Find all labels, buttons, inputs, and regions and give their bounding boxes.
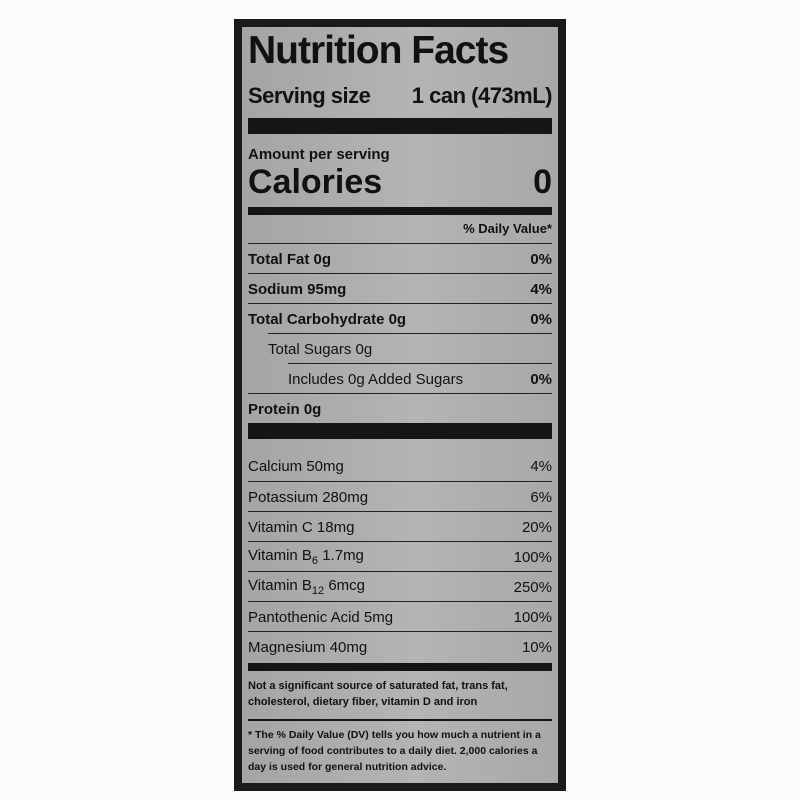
nutrient-row: Sodium 95mg 4%: [248, 273, 552, 304]
vitamin-dv: 4%: [530, 457, 552, 475]
vitamin-row: Vitamin C 18mg 20%: [248, 511, 552, 542]
vitamin-row: Magnesium 40mg 10%: [248, 631, 552, 662]
nutrient-name: Total Sugars 0g: [268, 340, 373, 358]
nutrient-dv: 4%: [530, 280, 552, 298]
footnote: * The % Daily Value (DV) tells you how m…: [248, 729, 541, 773]
vitamin-name: Pantothenic Acid 5mg: [248, 608, 394, 626]
vitamin-dv: 10%: [521, 638, 552, 656]
vitamin-row: Calcium 50mg 4%: [248, 451, 552, 481]
nutrient-row: Total Carbohydrate 0g 0%: [248, 303, 552, 334]
thick-divider: [248, 118, 552, 134]
nutrient-row: Protein 0g: [248, 393, 552, 424]
vitamin-name: Calcium 50mg: [248, 457, 344, 475]
label-panel: Nutrition Facts Serving size 1 can (473m…: [242, 27, 558, 783]
calories-label: Calories: [248, 163, 383, 201]
vitamin-row: Potassium 280mg 6%: [248, 481, 552, 512]
vitamin-dv: 100%: [513, 608, 552, 626]
calories-row: Calories 0: [248, 163, 552, 202]
serving-value: 1 can (473mL): [411, 83, 553, 108]
vitamin-name: Vitamin B12 6mcg: [248, 577, 366, 597]
medium-divider: [248, 663, 552, 671]
serving-size: Serving size 1 can (473mL): [248, 83, 553, 109]
calories-value: 0: [533, 163, 552, 201]
nutrient-name: Total Carbohydrate 0g: [248, 310, 407, 328]
amount-per-serving: Amount per serving: [248, 146, 390, 163]
vitamin-name: Vitamin B6 1.7mg: [248, 547, 364, 567]
nutrition-label: Nutrition Facts Serving size 1 can (473m…: [234, 19, 566, 791]
thick-divider: [248, 423, 552, 439]
nutrient-dv: 0%: [530, 370, 552, 388]
vitamin-row: Vitamin B12 6mcg 250%: [248, 571, 552, 602]
nutrient-row: Total Fat 0g 0%: [248, 243, 552, 274]
thin-divider: [248, 719, 552, 721]
vitamin-dv: 20%: [521, 518, 552, 536]
nutrient-dv: 0%: [530, 310, 552, 328]
vitamin-name: Vitamin C 18mg: [248, 518, 355, 536]
vitamin-row: Pantothenic Acid 5mg 100%: [248, 601, 552, 632]
nutrient-name: Protein 0g: [248, 400, 322, 418]
nutrient-name: Sodium 95mg: [248, 280, 347, 298]
vitamin-dv: 100%: [513, 548, 552, 566]
vitamin-dv: 6%: [530, 488, 552, 506]
vitamin-dv: 250%: [513, 578, 552, 596]
daily-value-header: % Daily Value*: [463, 221, 552, 236]
serving-label: Serving size: [248, 83, 371, 108]
nutrient-name: Total Fat 0g: [248, 250, 332, 268]
vitamin-name: Potassium 280mg: [248, 488, 369, 506]
nutrient-dv: 0%: [530, 250, 552, 268]
nutrient-row: Total Sugars 0g: [268, 333, 552, 364]
label-title: Nutrition Facts: [248, 29, 509, 72]
nutrient-name: Includes 0g Added Sugars: [288, 370, 464, 388]
medium-divider: [248, 207, 552, 215]
nutrient-row: Includes 0g Added Sugars 0%: [288, 363, 552, 394]
vitamin-row: Vitamin B6 1.7mg 100%: [248, 541, 552, 572]
vitamin-name: Magnesium 40mg: [248, 638, 368, 656]
not-significant-note: Not a significant source of saturated fa…: [248, 680, 508, 708]
